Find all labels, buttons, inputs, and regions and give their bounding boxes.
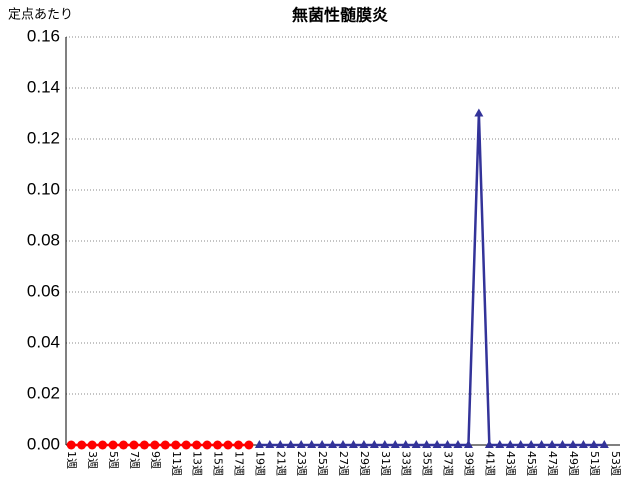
point [108, 440, 118, 450]
point [338, 440, 348, 448]
y-axis-label: 定点あたり [8, 8, 73, 23]
point [505, 440, 515, 448]
y-tick-label: 0.12 [27, 128, 60, 147]
x-tick-label: 21週 [274, 451, 287, 476]
point [77, 440, 87, 450]
x-tick-label: 9週 [149, 451, 162, 469]
point [171, 440, 181, 450]
point [463, 440, 473, 448]
point [328, 440, 338, 448]
point [181, 440, 191, 450]
point [348, 440, 358, 448]
point [213, 440, 223, 450]
x-tick-label: 19週 [253, 451, 266, 476]
point [422, 440, 432, 448]
point [118, 440, 128, 450]
x-tick-label: 29週 [358, 451, 371, 476]
y-tick-label: 0.10 [27, 179, 60, 198]
x-tick-label: 33週 [400, 451, 413, 476]
y-tick-label: 0.08 [27, 230, 60, 249]
x-tick-label: 23週 [295, 451, 308, 476]
point [66, 440, 76, 450]
y-tick-label: 0.14 [27, 77, 60, 96]
point [307, 440, 317, 448]
x-tick-label: 51週 [588, 451, 601, 476]
x-tick-label: 45週 [525, 451, 538, 476]
x-tick-label: 43週 [504, 451, 517, 476]
point [129, 440, 139, 450]
point [192, 440, 202, 450]
x-tick-label: 25週 [316, 451, 329, 476]
point [139, 440, 149, 450]
x-tick-label: 41週 [483, 451, 496, 476]
point [495, 440, 505, 448]
point [265, 440, 275, 448]
y-tick-label: 0.06 [27, 281, 60, 300]
point [516, 440, 526, 448]
point [432, 440, 442, 448]
point [380, 440, 390, 448]
x-tick-label: 49週 [567, 451, 580, 476]
x-tick-label: 35週 [421, 451, 434, 476]
point [526, 440, 536, 448]
x-tick-label: 31週 [379, 451, 392, 476]
point [474, 108, 484, 117]
point [317, 440, 327, 448]
point [254, 440, 264, 448]
point [537, 440, 547, 448]
point [558, 440, 568, 448]
x-tick-label: 5週 [107, 451, 120, 469]
point [589, 440, 599, 448]
x-tick-label: 37週 [442, 451, 455, 476]
x-tick-label: 53週 [609, 451, 622, 476]
x-tick-label: 11週 [170, 451, 183, 476]
y-tick-label: 0.16 [27, 26, 60, 45]
point [202, 440, 212, 450]
point [275, 440, 285, 448]
point [411, 440, 421, 448]
y-tick-label: 0.00 [27, 434, 60, 453]
point [568, 440, 578, 448]
point [401, 440, 411, 448]
x-tick-label: 15週 [212, 451, 225, 476]
point [390, 440, 400, 448]
point [443, 440, 453, 448]
point [547, 440, 557, 448]
point [233, 440, 243, 450]
point [578, 440, 588, 448]
point [286, 440, 296, 448]
x-tick-label: 13週 [191, 451, 204, 476]
point [150, 440, 160, 450]
point [223, 440, 233, 450]
point [244, 440, 254, 450]
point [87, 440, 97, 450]
point [453, 440, 463, 448]
point [98, 440, 108, 450]
x-tick-label: 27週 [337, 451, 350, 476]
x-tick-label: 17週 [232, 451, 245, 476]
x-tick-label: 39週 [462, 451, 475, 476]
point [484, 440, 494, 448]
chart-title: 無菌性髄膜炎 [292, 6, 388, 25]
point [369, 440, 379, 448]
x-tick-label: 47週 [546, 451, 559, 476]
point [296, 440, 306, 448]
point [359, 440, 369, 448]
point [599, 440, 609, 448]
x-tick-label: 1週 [65, 451, 78, 469]
y-tick-label: 0.04 [27, 332, 60, 351]
y-tick-label: 0.02 [27, 383, 60, 402]
series-line [259, 113, 605, 447]
x-tick-label: 3週 [86, 451, 99, 469]
point [160, 440, 170, 450]
x-tick-label: 7週 [128, 451, 141, 469]
